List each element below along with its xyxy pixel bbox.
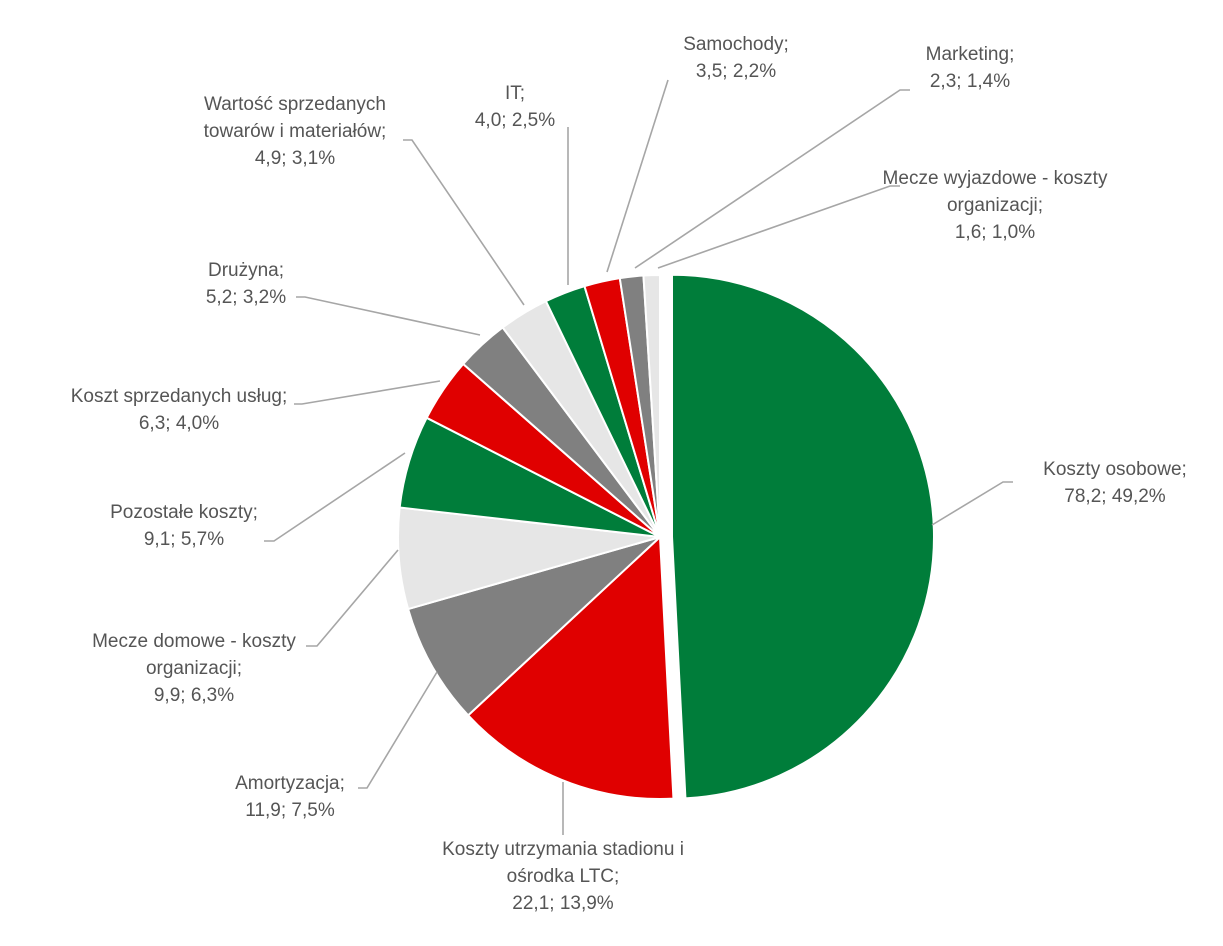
- pie-slices: [397, 273, 935, 800]
- data-label-line: 9,1; 5,7%: [144, 529, 224, 550]
- data-label-line: 78,2; 49,2%: [1064, 486, 1166, 507]
- data-label-druzyna: Drużyna; 5,2; 3,2%: [206, 260, 286, 308]
- data-label-line: Mecze domowe - koszty: [92, 631, 296, 652]
- data-label-pozostale-koszty: Pozostałe koszty; 9,1; 5,7%: [110, 502, 258, 550]
- data-label-line: 4,9; 3,1%: [255, 148, 335, 169]
- leader-line-pozostale-koszty: [264, 452, 406, 542]
- data-label-amortyzacja: Amortyzacja; 11,9; 7,5%: [235, 773, 345, 821]
- data-label-koszt-sprzedanych-uslug: Koszt sprzedanych usług; 6,3; 4,0%: [71, 386, 288, 434]
- data-label-line: Koszt sprzedanych usług;: [71, 386, 288, 407]
- data-label-line: Amortyzacja;: [235, 773, 345, 794]
- data-label-line: 6,3; 4,0%: [139, 413, 219, 434]
- data-label-koszty-osobowe: Koszty osobowe; 78,2; 49,2%: [1043, 459, 1187, 507]
- pie-slice-koszty-osobowe: [670, 273, 935, 800]
- pie-slice-koszty-utrzymania-stadionu-i-osrodka-ltc: [466, 534, 675, 800]
- data-label-line: 2,3; 1,4%: [930, 71, 1010, 92]
- data-label-koszty-utrzymania-stadionu-i-osrodka-ltc: Koszty utrzymania stadionu i ośrodka LTC;…: [442, 839, 684, 914]
- data-label-line: 5,2; 3,2%: [206, 287, 286, 308]
- data-label-line: IT;: [505, 83, 525, 104]
- pie-slice-amortyzacja: [406, 536, 661, 717]
- data-label-line: towarów i materiałów;: [204, 121, 387, 142]
- data-label-line: 9,9; 6,3%: [154, 685, 234, 706]
- leader-line-koszty-osobowe: [931, 481, 1013, 526]
- data-label-line: Pozostałe koszty;: [110, 502, 258, 523]
- leader-line-wartosc-sprzedanych-towarow-i-materialow: [403, 139, 525, 306]
- data-label-line: Koszty osobowe;: [1043, 459, 1187, 480]
- data-label-line: 22,1; 13,9%: [512, 893, 614, 914]
- data-label-line: Samochody;: [683, 34, 789, 55]
- data-label-mecze-wyjazdowe-koszty-organizacji: Mecze wyjazdowe - koszty organizacji; 1,6;…: [883, 168, 1108, 243]
- data-label-line: 11,9; 7,5%: [245, 800, 335, 821]
- leader-line-amortyzacja: [358, 671, 438, 789]
- data-label-mecze-domowe-koszty-organizacji: Mecze domowe - koszty organizacji; 9,9; 6,…: [92, 631, 296, 706]
- leader-line-marketing: [634, 89, 910, 269]
- data-label-line: ośrodka LTC;: [507, 866, 620, 887]
- data-label-line: Wartość sprzedanych: [204, 94, 386, 115]
- data-label-wartosc-sprzedanych-towarow-i-materialow: Wartość sprzedanych towarów i materiałów;…: [204, 94, 387, 169]
- data-label-it: IT; 4,0; 2,5%: [475, 83, 555, 131]
- leader-lines: [264, 79, 1013, 835]
- leader-line-mecze-wyjazdowe-koszty-organizacji: [657, 185, 900, 269]
- data-label-line: Drużyna;: [208, 260, 284, 281]
- data-label-line: 3,5; 2,2%: [696, 61, 776, 82]
- data-label-line: Mecze wyjazdowe - koszty: [883, 168, 1108, 189]
- data-label-samochody: Samochody; 3,5; 2,2%: [683, 34, 789, 82]
- leader-line-koszt-sprzedanych-uslug: [294, 380, 441, 405]
- data-label-line: 4,0; 2,5%: [475, 110, 555, 131]
- leader-line-mecze-domowe-koszty-organizacji: [306, 549, 399, 647]
- data-label-marketing: Marketing; 2,3; 1,4%: [926, 44, 1015, 92]
- leader-line-druzyna: [296, 296, 481, 336]
- data-label-line: 1,6; 1,0%: [955, 222, 1035, 243]
- data-label-line: organizacji;: [947, 195, 1043, 216]
- data-label-line: Marketing;: [926, 44, 1015, 65]
- data-labels: Koszty osobowe; 78,2; 49,2% Koszty utrzyma…: [71, 34, 1187, 914]
- data-label-line: Koszty utrzymania stadionu i: [442, 839, 684, 860]
- data-label-line: organizacji;: [146, 658, 242, 679]
- pie-slice-mecze-wyjazdowe-koszty-organizacji: [642, 273, 661, 538]
- leader-line-samochody: [606, 79, 669, 273]
